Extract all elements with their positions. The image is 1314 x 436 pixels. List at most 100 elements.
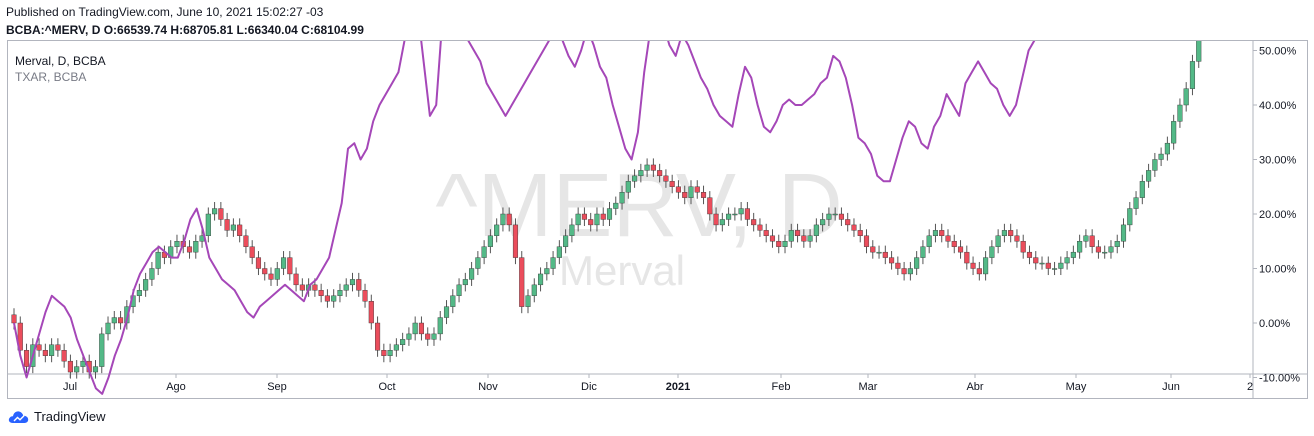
merval-candle[interactable] (519, 257, 525, 307)
merval-candle[interactable] (957, 246, 964, 253)
merval-candle[interactable] (337, 290, 343, 296)
merval-candle[interactable] (462, 279, 468, 286)
merval-candle[interactable] (820, 219, 826, 226)
merval-candle[interactable] (1033, 257, 1039, 264)
merval-candle[interactable] (581, 213, 587, 220)
merval-candle[interactable] (362, 290, 368, 302)
merval-candle[interactable] (964, 251, 970, 264)
merval-candle[interactable] (926, 235, 932, 247)
merval-candle[interactable] (914, 257, 920, 269)
merval-candle[interactable] (694, 186, 700, 193)
merval-candle[interactable] (1139, 181, 1145, 198)
merval-candle[interactable] (136, 290, 142, 296)
merval-candle[interactable] (1108, 246, 1114, 253)
merval-candle[interactable] (550, 257, 556, 269)
merval-candle[interactable] (118, 317, 124, 324)
merval-candle[interactable] (845, 219, 851, 226)
merval-candle[interactable] (218, 208, 224, 220)
merval-candle[interactable] (907, 268, 913, 275)
merval-candle[interactable] (769, 235, 776, 242)
merval-candle[interactable] (544, 268, 550, 275)
merval-candle[interactable] (243, 235, 249, 247)
merval-candle[interactable] (650, 164, 656, 171)
merval-candle[interactable] (324, 295, 330, 302)
merval-candle[interactable] (1127, 208, 1133, 226)
merval-candle[interactable] (832, 213, 838, 216)
merval-candle[interactable] (1164, 142, 1170, 155)
merval-candle[interactable] (1152, 159, 1158, 171)
merval-candle[interactable] (669, 181, 675, 187)
merval-candle[interactable] (951, 241, 957, 247)
merval-candle[interactable] (1077, 241, 1083, 253)
merval-candle[interactable] (1026, 251, 1033, 258)
merval-candle[interactable] (512, 224, 519, 258)
merval-candle[interactable] (80, 360, 86, 367)
merval-candle[interactable] (42, 350, 48, 356)
merval-candle[interactable] (600, 213, 606, 220)
merval-candle[interactable] (262, 268, 268, 275)
merval-candle[interactable] (876, 251, 882, 254)
merval-candle[interactable] (901, 268, 907, 275)
merval-candle[interactable] (713, 213, 719, 226)
merval-candle[interactable] (675, 186, 682, 193)
merval-candle[interactable] (36, 344, 42, 351)
merval-candle[interactable] (11, 314, 17, 324)
merval-candle[interactable] (826, 213, 832, 220)
merval-candle[interactable] (506, 213, 512, 226)
merval-candle[interactable] (1196, 41, 1202, 62)
merval-candle[interactable] (356, 279, 362, 291)
merval-candle[interactable] (895, 262, 901, 269)
merval-candle[interactable] (1008, 230, 1014, 237)
merval-candle[interactable] (638, 170, 644, 177)
merval-candle[interactable] (299, 284, 305, 291)
merval-candle[interactable] (1189, 61, 1196, 89)
merval-candle[interactable] (1133, 197, 1139, 209)
merval-candle[interactable] (1058, 262, 1064, 269)
merval-candle[interactable] (625, 181, 631, 193)
merval-candle[interactable] (995, 235, 1001, 247)
merval-candle[interactable] (613, 202, 619, 209)
merval-candle[interactable] (663, 175, 669, 182)
merval-candle[interactable] (105, 322, 111, 335)
merval-candle[interactable] (889, 257, 895, 264)
merval-candle[interactable] (556, 246, 562, 258)
merval-candle[interactable] (700, 191, 707, 198)
merval-candle[interactable] (67, 360, 73, 373)
merval-candle[interactable] (795, 230, 801, 237)
merval-candle[interactable] (863, 235, 870, 247)
merval-candle[interactable] (537, 273, 544, 286)
merval-candle[interactable] (989, 246, 995, 258)
merval-candle[interactable] (619, 191, 625, 204)
merval-candle[interactable] (23, 350, 30, 367)
merval-candle[interactable] (224, 219, 230, 231)
merval-candle[interactable] (55, 344, 61, 351)
merval-candle[interactable] (111, 317, 117, 324)
merval-candle[interactable] (776, 241, 782, 247)
merval-candle[interactable] (74, 366, 80, 373)
merval-candle[interactable] (412, 322, 418, 335)
merval-candle[interactable] (525, 295, 531, 307)
merval-candle[interactable] (1014, 235, 1020, 242)
merval-candle[interactable] (368, 301, 374, 324)
merval-candle[interactable] (1045, 262, 1051, 269)
merval-candle[interactable] (983, 257, 989, 275)
merval-candle[interactable] (569, 224, 575, 236)
merval-candle[interactable] (1120, 224, 1127, 242)
merval-candle[interactable] (688, 186, 694, 198)
merval-candle[interactable] (400, 339, 406, 346)
merval-candle[interactable] (49, 344, 55, 356)
merval-candle[interactable] (443, 306, 450, 318)
merval-candle[interactable] (563, 235, 569, 247)
merval-candle[interactable] (882, 251, 888, 258)
merval-candle[interactable] (1177, 104, 1183, 122)
merval-candle[interactable] (274, 268, 280, 280)
legend-main-series[interactable]: Merval, D, BCBA (15, 54, 106, 68)
merval-candle[interactable] (976, 268, 982, 275)
merval-candle[interactable] (1146, 170, 1152, 182)
merval-candle[interactable] (1158, 153, 1164, 160)
merval-candle[interactable] (682, 191, 688, 198)
merval-candle[interactable] (475, 257, 481, 269)
merval-candle[interactable] (406, 333, 412, 340)
